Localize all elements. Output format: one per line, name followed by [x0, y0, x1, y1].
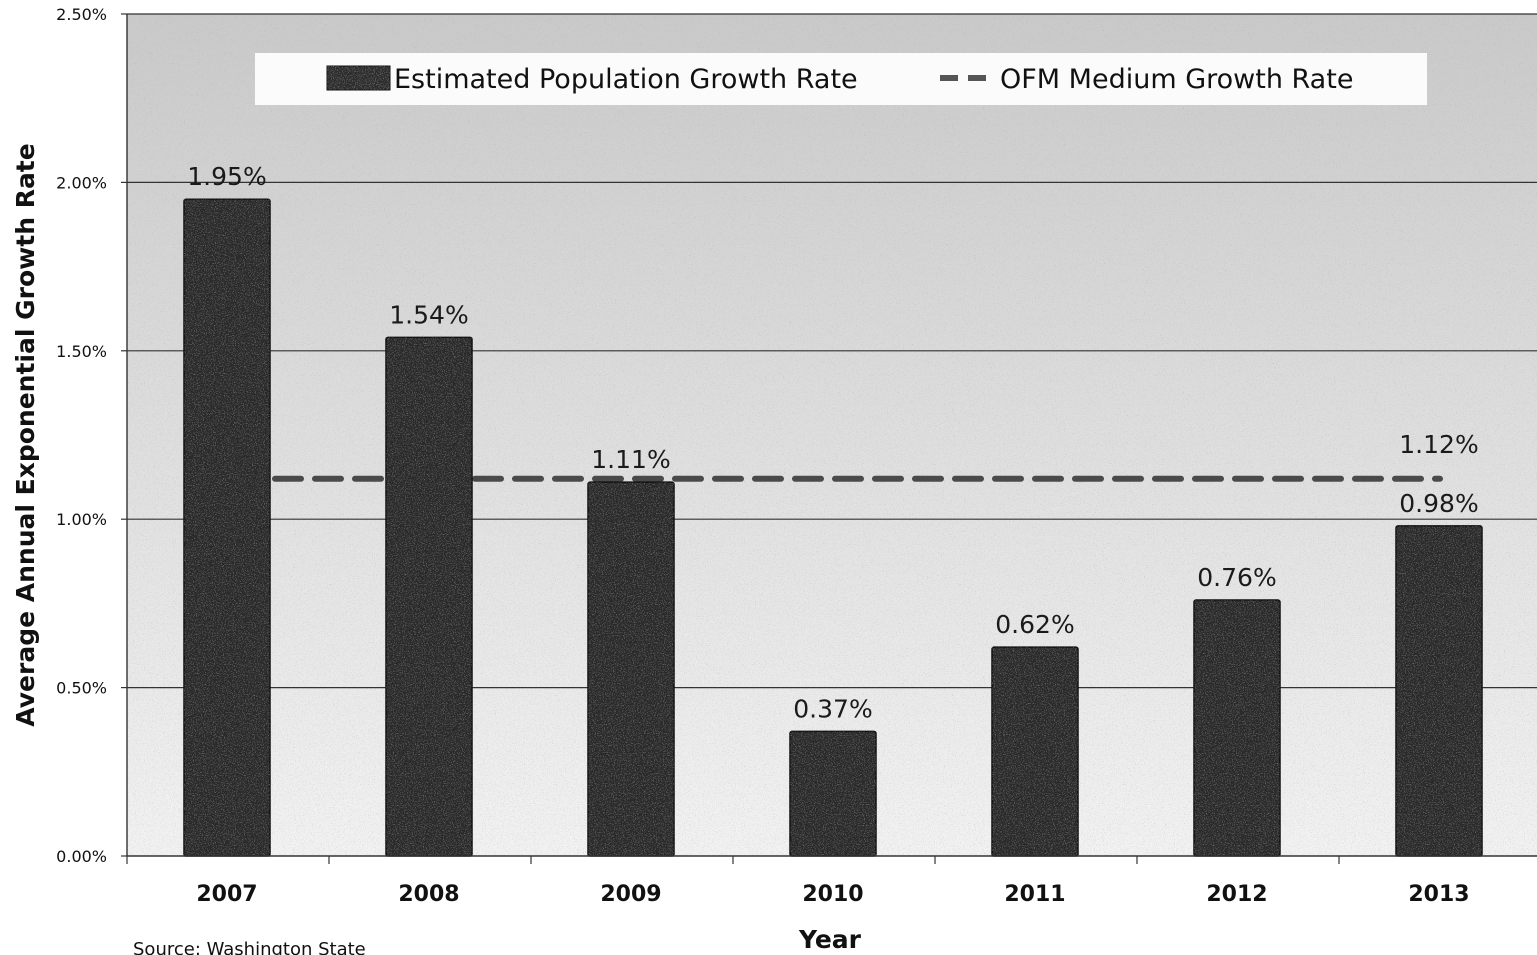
- bar-data-label: 0.37%: [793, 694, 872, 723]
- bar-data-label: 1.11%: [591, 445, 670, 474]
- bar-data-label: 0.76%: [1197, 563, 1276, 592]
- bar-texture: [386, 337, 472, 856]
- bar-texture: [790, 731, 876, 856]
- x-tick-label: 2010: [802, 882, 863, 907]
- x-axis-title: Year: [798, 925, 862, 954]
- y-tick-label: 0.50%: [56, 679, 107, 698]
- bar-texture: [184, 199, 270, 857]
- y-tick-label: 0.00%: [56, 847, 107, 866]
- bar-texture: [992, 647, 1078, 856]
- x-tick-label: 2012: [1206, 882, 1267, 907]
- bar-texture: [1396, 525, 1482, 856]
- legend-item-bars: Estimated Population Growth Rate: [326, 64, 858, 95]
- legend-background: [255, 53, 1427, 105]
- bars: [183, 198, 1483, 857]
- bar-texture: [1194, 600, 1280, 856]
- source-note: Source: Washington State: [133, 939, 366, 955]
- data-labels: 1.95% 1.54% 1.11% 0.37% 0.62% 0.76% 0.98% 1.12%: [187, 162, 1478, 723]
- bar-data-label: 0.98%: [1399, 489, 1478, 518]
- x-tick-label: 2013: [1408, 882, 1469, 907]
- y-tick-label: 1.50%: [56, 342, 107, 361]
- x-tick-label: 2009: [600, 882, 661, 907]
- gridlines: [127, 13, 1537, 689]
- y-tick-label: 2.00%: [56, 173, 107, 192]
- x-tick-label: 2008: [398, 882, 459, 907]
- y-axis-title: Average Annual Exponential Growth Rate: [11, 143, 40, 726]
- bar-data-label: 0.62%: [995, 610, 1074, 639]
- plot-area: [127, 14, 1537, 856]
- legend: Estimated Population Growth Rate OFM Med…: [255, 53, 1427, 105]
- bar-data-label: 1.95%: [187, 162, 266, 191]
- bar-data-label: 1.54%: [389, 300, 468, 329]
- legend-line-label: OFM Medium Growth Rate: [1000, 64, 1353, 95]
- x-tick-label: 2007: [196, 882, 257, 907]
- ofm-data-label: 1.12%: [1399, 430, 1478, 459]
- bar-texture: [588, 482, 674, 856]
- y-tick-label: 1.00%: [56, 510, 107, 529]
- axes: 0.00% 0.50% 1.00% 1.50% 2.00% 2.50% 2007 2008 20…: [56, 5, 1537, 907]
- legend-item-line: OFM Medium Growth Rate: [940, 64, 1353, 95]
- x-tick-label: 2011: [1004, 882, 1065, 907]
- legend-bar-label: Estimated Population Growth Rate: [394, 64, 858, 95]
- y-tick-label: 2.50%: [56, 5, 107, 24]
